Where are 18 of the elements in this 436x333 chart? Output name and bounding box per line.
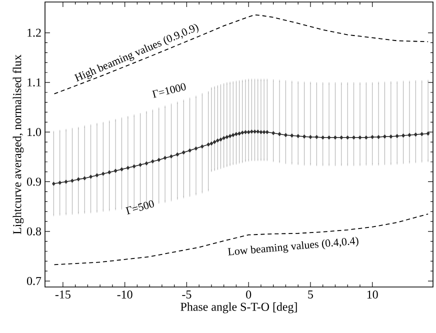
line-series: [54, 214, 429, 266]
x-axis-title: Phase angle S-T-O [deg]: [180, 302, 297, 314]
y-axis-title: Lightcurve averaged, normalised flux: [12, 54, 24, 234]
annotation: Low beaming values (0.4,0.4): [228, 236, 358, 256]
y-tick-label: 0.8: [26, 227, 42, 236]
annotation: Γ=500: [125, 200, 154, 215]
x-tick-label: 0: [246, 290, 252, 299]
y-tick-label: 0.9: [26, 178, 41, 186]
y-tick-label: 0.7: [26, 276, 42, 286]
y-tick-label: 1.1: [28, 78, 41, 86]
x-tick-label: -10: [117, 290, 132, 299]
y-tick-label: 1.0: [28, 128, 42, 136]
x-tick-label: -15: [55, 290, 70, 299]
x-tick-label: 5: [308, 290, 314, 298]
annotation: Γ=1000: [152, 83, 186, 98]
y-tick-label: 1.2: [28, 28, 41, 37]
x-tick-label: 10: [367, 290, 378, 299]
x-tick-label: -5: [182, 290, 192, 298]
